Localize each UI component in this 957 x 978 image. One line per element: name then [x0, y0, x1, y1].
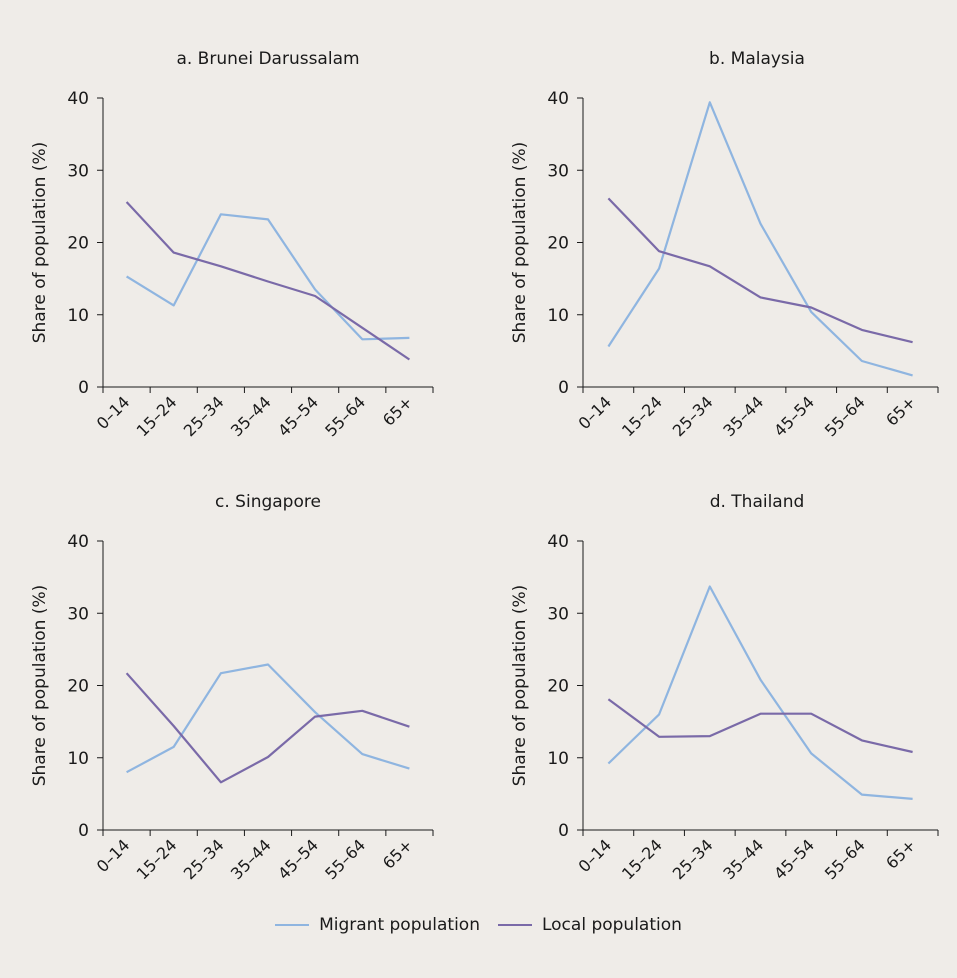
series-line-local	[607, 197, 913, 344]
y-tick-label: 0	[558, 821, 569, 841]
y-tick-label: 0	[78, 821, 89, 841]
y-tick-label: 10	[67, 749, 89, 769]
y-axis-title: Share of population (%)	[30, 585, 50, 787]
y-tick-label: 20	[547, 677, 569, 697]
x-tick-label: 25–34	[669, 835, 717, 883]
y-tick-label: 20	[67, 234, 89, 254]
legend-label-local: Local population	[541, 915, 682, 935]
series-line-migrant	[126, 663, 410, 774]
x-tick-label: 0–14	[574, 392, 615, 433]
x-tick-label: 25–34	[180, 835, 228, 883]
x-tick-label: 0–14	[574, 835, 615, 876]
panel-title: d. Thailand	[710, 492, 805, 512]
panel-title: a. Brunei Darussalam	[176, 49, 359, 69]
x-tick-label: 15–24	[133, 392, 181, 440]
x-tick-label: 55–64	[821, 392, 869, 440]
y-tick-label: 10	[67, 306, 89, 326]
legend-item-local: Local population	[497, 915, 682, 935]
series-line-migrant	[607, 585, 913, 800]
x-tick-label: 45–54	[274, 392, 322, 440]
chart-panel-1: a. Brunei Darussalam Share of population …	[30, 49, 434, 440]
x-tick-label: 0–14	[93, 392, 134, 433]
y-tick-label: 20	[547, 234, 569, 254]
y-tick-label: 40	[67, 532, 89, 552]
x-tick-label: 35–44	[227, 835, 275, 883]
x-tick-label: 15–24	[133, 835, 181, 883]
y-tick-label: 10	[547, 306, 569, 326]
y-tick-label: 30	[547, 161, 569, 181]
y-tick-label: 40	[547, 532, 569, 552]
x-tick-label: 65+	[882, 392, 919, 429]
y-tick-label: 40	[67, 89, 89, 109]
panel-title: b. Malaysia	[709, 49, 805, 69]
x-tick-label: 35–44	[719, 392, 767, 440]
legend-swatch-migrant	[275, 924, 310, 926]
series-line-local	[125, 201, 411, 361]
x-tick-label: 0–14	[93, 835, 134, 876]
y-axis-title: Share of population (%)	[510, 142, 530, 344]
chart-panel-3: c. Singapore Share of population (%) 0 10 20…	[30, 492, 434, 883]
x-tick-label: 15–24	[618, 835, 666, 883]
y-tick-label: 20	[67, 677, 89, 697]
x-tick-label: 35–44	[227, 392, 275, 440]
chart-legend: Migrant population Local population	[0, 915, 957, 935]
x-tick-label: 25–34	[669, 392, 717, 440]
y-tick-label: 30	[67, 604, 89, 624]
y-tick-label: 0	[558, 378, 569, 398]
y-tick-label: 40	[547, 89, 569, 109]
y-axis-title: Share of population (%)	[30, 142, 50, 344]
panel-title: c. Singapore	[215, 492, 321, 512]
y-tick-label: 0	[78, 378, 89, 398]
x-tick-label: 55–64	[821, 835, 869, 883]
legend-item-migrant: Migrant population	[275, 915, 480, 935]
x-tick-label: 65+	[379, 835, 416, 872]
x-tick-label: 35–44	[719, 835, 767, 883]
series-line-migrant	[126, 213, 410, 341]
x-tick-label: 55–64	[321, 392, 369, 440]
y-axis-title: Share of population (%)	[510, 585, 530, 787]
x-tick-label: 45–54	[274, 835, 322, 883]
chart-panel-2: b. Malaysia Share of population (%) 0 10 20 3…	[510, 49, 939, 440]
legend-label-migrant: Migrant population	[319, 915, 480, 935]
series-line-local	[125, 672, 410, 784]
y-tick-label: 30	[67, 161, 89, 181]
y-tick-label: 10	[547, 749, 569, 769]
x-tick-label: 55–64	[321, 835, 369, 883]
series-line-local	[607, 698, 913, 754]
x-tick-label: 65+	[882, 835, 919, 872]
legend-swatch-local	[497, 924, 532, 926]
chart-panel-4: d. Thailand Share of population (%) 0 10 20 3…	[510, 492, 939, 883]
x-tick-label: 45–54	[770, 392, 818, 440]
x-tick-label: 65+	[379, 392, 416, 429]
x-tick-label: 25–34	[180, 392, 228, 440]
series-line-migrant	[607, 101, 913, 377]
y-tick-label: 30	[547, 604, 569, 624]
x-tick-label: 15–24	[618, 392, 666, 440]
x-tick-label: 45–54	[770, 835, 818, 883]
